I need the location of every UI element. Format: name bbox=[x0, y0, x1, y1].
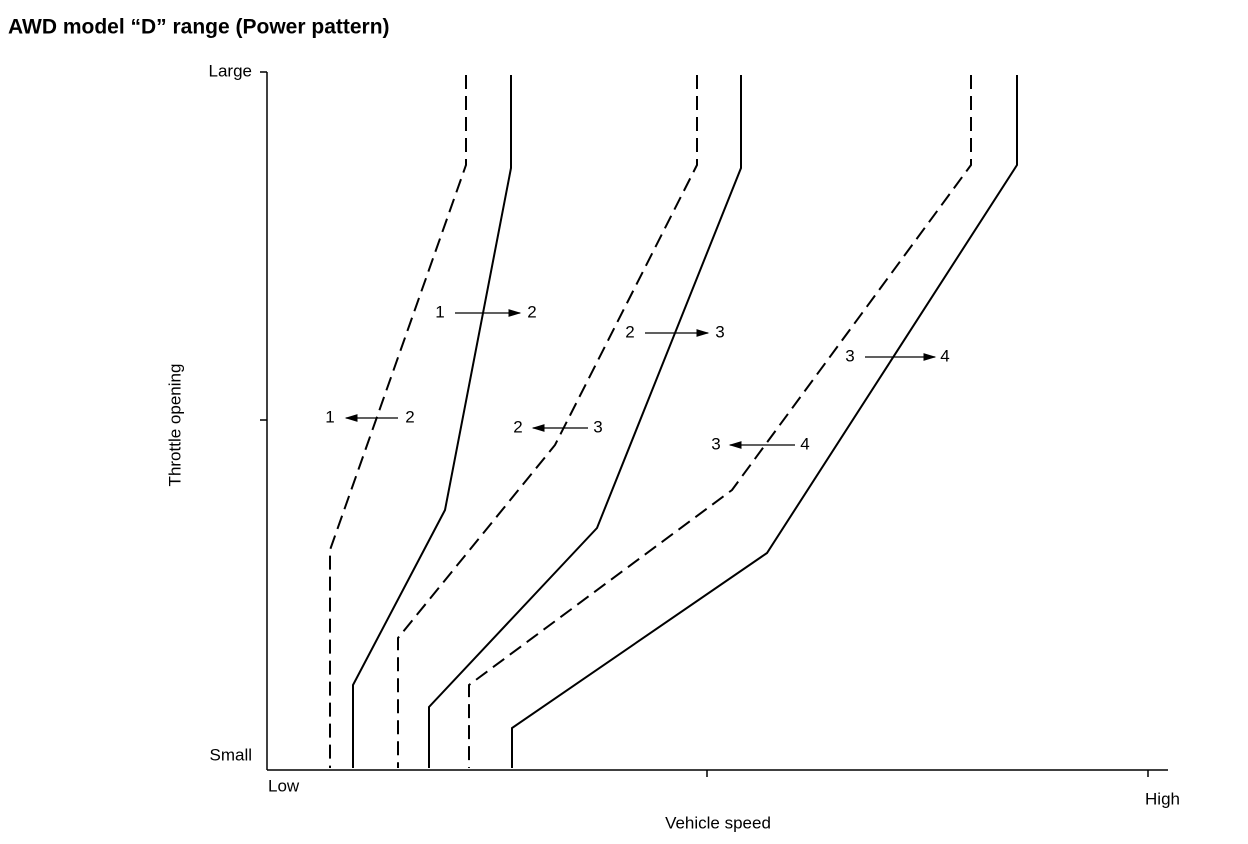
shift-from: 2 bbox=[513, 417, 522, 436]
shift-label: 2 3 bbox=[513, 417, 602, 436]
upshift-line bbox=[428, 75, 742, 768]
shift-label: 1 2 bbox=[325, 407, 414, 426]
shift-label: 1 2 bbox=[435, 302, 536, 321]
shift-from: 1 bbox=[325, 407, 334, 426]
shift-to: 2 bbox=[405, 407, 414, 426]
shift-label: 3 4 bbox=[845, 346, 949, 365]
x-axis-label: Vehicle speed bbox=[665, 813, 771, 832]
upshift-line bbox=[511, 75, 1018, 768]
downshift-line bbox=[397, 75, 698, 768]
x-left-label: Low bbox=[268, 776, 300, 795]
y-top-label: Large bbox=[209, 61, 252, 80]
downshift-line bbox=[468, 75, 972, 768]
y-axis-label: Throttle opening bbox=[165, 364, 184, 487]
shift-to: 3 bbox=[593, 417, 602, 436]
shift-to: 4 bbox=[940, 346, 949, 365]
shift-to: 2 bbox=[527, 302, 536, 321]
downshift-line bbox=[329, 75, 467, 768]
shift-from: 2 bbox=[625, 322, 634, 341]
x-right-label: High bbox=[1145, 789, 1180, 808]
shift-label: 2 3 bbox=[625, 322, 724, 341]
upshift-line bbox=[352, 75, 512, 768]
shift-to: 3 bbox=[715, 322, 724, 341]
title: AWD model “D” range (Power pattern) bbox=[8, 16, 390, 39]
shift-from: 1 bbox=[435, 302, 444, 321]
shift-to: 4 bbox=[800, 434, 809, 453]
y-bottom-label: Small bbox=[209, 745, 252, 764]
shift-label: 3 4 bbox=[711, 434, 809, 453]
shift-from: 3 bbox=[711, 434, 720, 453]
shift-from: 3 bbox=[845, 346, 854, 365]
